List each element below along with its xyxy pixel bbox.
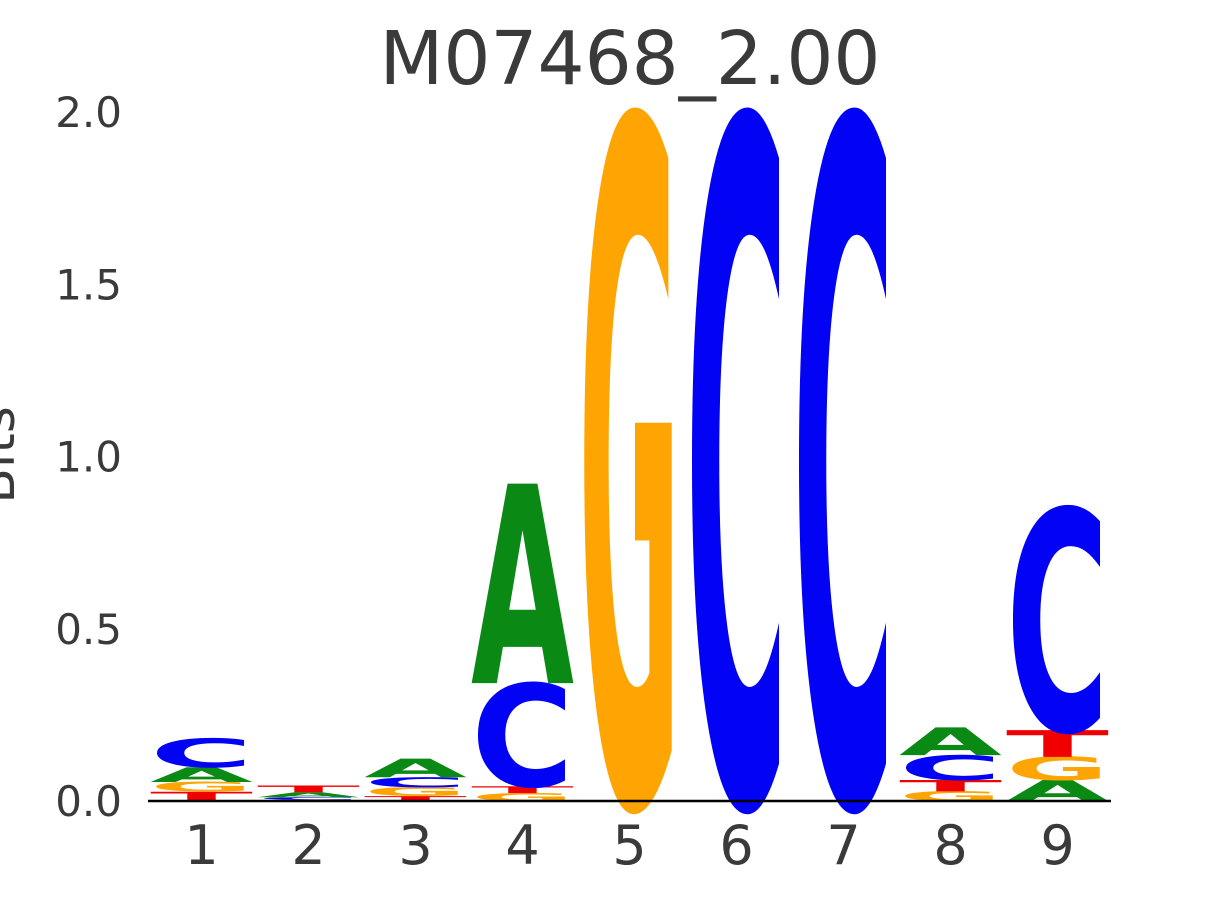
y-axis-tick-labels: 0.0 0.5 1.0 1.5 2.0 xyxy=(55,88,122,826)
logo-letter-C-pos1: C xyxy=(150,730,253,776)
logo-letter-G-pos5: G xyxy=(578,0,681,900)
y-tick-label: 1.0 xyxy=(55,433,122,482)
logo-letter-T-pos3: T xyxy=(364,795,467,803)
logo-letter-A-pos9: A xyxy=(1006,775,1109,808)
logo-letter-T-pos2: T xyxy=(257,784,361,795)
logo-letter-C-pos8: C xyxy=(899,749,1002,789)
logo-letter-C-pos2: C xyxy=(257,797,360,801)
logo-letter-C-pos4: C xyxy=(471,655,574,820)
x-tick-label: 7 xyxy=(826,814,860,877)
y-axis-label: Bits xyxy=(0,406,27,504)
x-axis-tick-labels: 1 2 3 4 5 6 7 8 9 xyxy=(184,814,1074,877)
logo-letter-T-pos8: T xyxy=(899,777,1002,795)
logo-letter-stacks: TGACGCATTGCAGTCAGCCGTCAAGTC xyxy=(150,0,1109,900)
logo-letter-A-pos8: A xyxy=(899,720,1003,764)
logo-letter-C-pos9: C xyxy=(1006,449,1109,802)
x-tick-label: 6 xyxy=(719,814,753,877)
y-tick-label: 2.0 xyxy=(55,88,122,137)
x-tick-label: 4 xyxy=(505,814,539,877)
chart-title: M07468_2.00 xyxy=(379,16,880,102)
logo-letter-G-pos9: G xyxy=(1006,751,1109,788)
logo-letter-G-pos3: G xyxy=(364,785,467,799)
x-tick-label: 5 xyxy=(612,814,646,877)
logo-letter-A-pos3: A xyxy=(364,754,468,784)
x-tick-label: 9 xyxy=(1040,814,1074,877)
logo-letter-A-pos1: A xyxy=(150,763,253,787)
y-tick-label: 0.0 xyxy=(55,777,122,826)
logo-letter-C-pos6: C xyxy=(685,0,788,900)
logo-letter-C-pos7: C xyxy=(792,0,895,900)
x-tick-label: 8 xyxy=(933,814,967,877)
logo-letter-A-pos2: A xyxy=(257,791,360,799)
logo-letter-G-pos1: G xyxy=(150,779,253,794)
y-tick-label: 1.5 xyxy=(55,260,122,309)
logo-letter-T-pos9: T xyxy=(1006,723,1109,766)
logo-letter-T-pos4: T xyxy=(471,784,575,795)
x-tick-label: 2 xyxy=(291,814,325,877)
y-tick-label: 0.5 xyxy=(55,605,122,654)
logo-letter-A-pos4: A xyxy=(471,429,574,748)
x-tick-label: 1 xyxy=(184,814,218,877)
x-tick-label: 3 xyxy=(398,814,432,877)
logo-letter-C-pos3: C xyxy=(364,775,467,791)
